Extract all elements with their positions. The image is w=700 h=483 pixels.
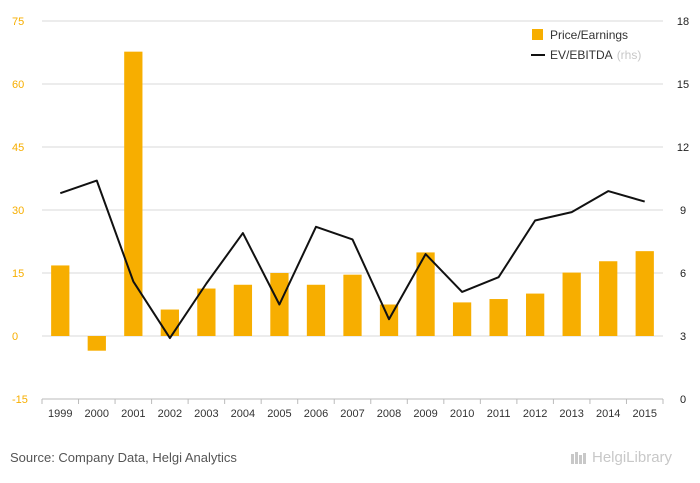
bar-price-earnings (124, 51, 143, 336)
x-tick-label: 2012 (523, 408, 547, 420)
x-tick-label: 2010 (450, 408, 474, 420)
bar-price-earnings (452, 302, 472, 336)
legend-label-price-earnings: Price/Earnings (550, 28, 628, 42)
left-tick-label: 60 (12, 79, 24, 91)
legend-label-rhs-note: (rhs) (617, 48, 642, 62)
x-tick-label: 2008 (377, 408, 401, 420)
bar-price-earnings (489, 299, 508, 336)
x-tick-label: 2013 (559, 408, 583, 420)
x-tick-label: 2014 (596, 408, 620, 420)
bar-price-earnings (599, 261, 618, 336)
legend-label-ev-ebitda-main: EV/EBITDA (550, 48, 613, 62)
x-tick-label: 2003 (194, 408, 218, 420)
x-tick-label: 2006 (304, 408, 328, 420)
right-tick-label: 9 (680, 205, 686, 217)
bar-price-earnings (233, 284, 253, 336)
legend-bar-swatch (532, 29, 543, 40)
bar-price-earnings (526, 293, 545, 336)
right-tick-label: 15 (677, 79, 689, 91)
x-tick-label: 2004 (231, 408, 255, 420)
bar-price-earnings (343, 274, 362, 336)
x-tick-label: 2005 (267, 408, 291, 420)
line-ev-ebitda (59, 179, 645, 340)
library-logo-icon (571, 451, 586, 464)
x-tick-label: 1999 (48, 408, 72, 420)
line-series (59, 179, 645, 340)
bar-price-earnings (160, 309, 179, 336)
bar-price-earnings (635, 251, 654, 336)
bar-price-earnings (87, 336, 106, 351)
left-tick-label: 75 (12, 16, 24, 28)
source-note: Source: Company Data, Helgi Analytics (10, 450, 237, 465)
x-tick-label: 2000 (85, 408, 109, 420)
right-tick-label: 0 (680, 394, 686, 406)
left-tick-label: 30 (12, 205, 24, 217)
left-tick-label: 0 (12, 331, 18, 343)
left-tick-label: -15 (12, 394, 28, 406)
brand-logo: HelgiLibrary (570, 449, 672, 466)
right-tick-label: 12 (677, 142, 689, 154)
x-tick-label: 2007 (340, 408, 364, 420)
bar-price-earnings (306, 284, 326, 336)
bar-price-earnings (51, 265, 70, 336)
legend: Price/Earnings EV/EBITDA (rhs) (531, 28, 641, 62)
x-tick-label: 2011 (487, 408, 511, 420)
right-tick-label: 18 (677, 16, 689, 28)
right-tick-label: 3 (680, 331, 686, 343)
left-tick-label: 45 (12, 142, 24, 154)
bar-price-earnings (416, 252, 435, 336)
x-tick-label: 2009 (413, 408, 437, 420)
x-tick-label: 2001 (121, 408, 145, 420)
bars (51, 51, 654, 351)
bar-price-earnings (197, 288, 216, 336)
right-tick-label: 6 (680, 268, 686, 280)
x-tick-label: 2002 (158, 408, 182, 420)
x-tick-label: 2015 (632, 408, 656, 420)
brand-name: HelgiLibrary (592, 449, 673, 466)
legend-label-ev-ebitda: EV/EBITDA (rhs) (550, 48, 641, 62)
left-tick-label: 15 (12, 268, 24, 280)
bar-price-earnings (562, 272, 581, 336)
